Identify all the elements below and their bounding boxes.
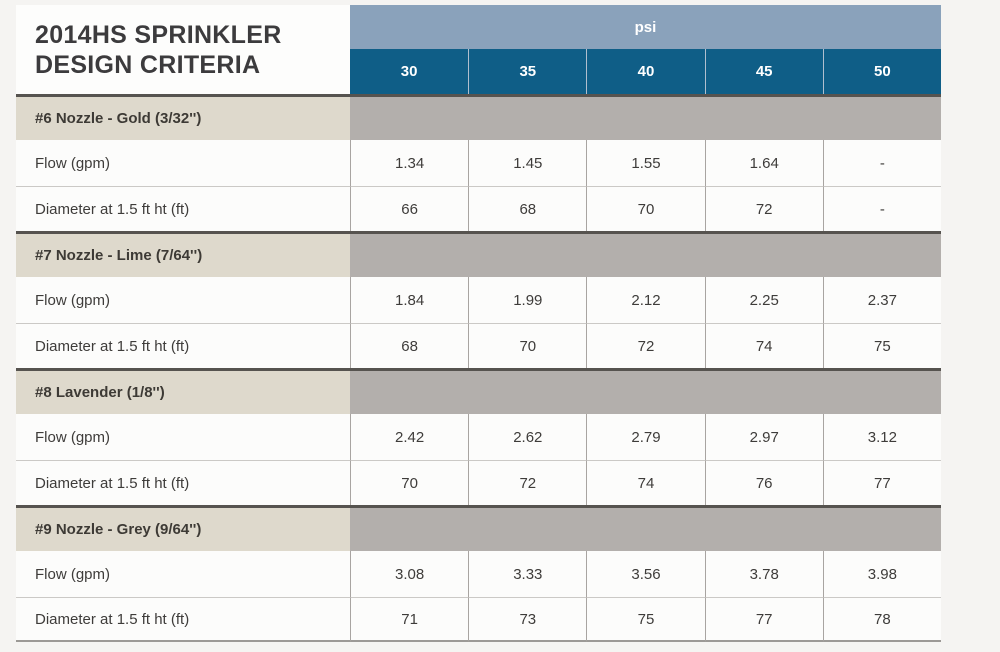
table-cell: 77 [822,460,941,505]
table-cell: 72 [704,186,823,231]
table-cell: 1.99 [468,277,587,323]
table-cell: - [822,140,941,186]
table-cell: 74 [704,323,823,368]
column-header-30: 30 [350,49,469,94]
table-cell: 75 [822,323,941,368]
table-cell: 73 [468,597,587,642]
table-cell: 76 [704,460,823,505]
table-cell: 2.25 [704,277,823,323]
table-cell: 1.84 [350,277,469,323]
table-cell: 1.64 [704,140,823,186]
column-header-35: 35 [468,49,587,94]
row-label-flow: Flow (gpm) [16,414,350,460]
table-cell: 2.97 [704,414,823,460]
section-header-nozzle-7: #7 Nozzle - Lime (7/64'') [16,231,350,277]
column-group-header-psi: psi [350,5,941,49]
column-header-50: 50 [822,49,941,94]
row-label-diameter: Diameter at 1.5 ft ht (ft) [16,323,350,368]
section-header-fill [350,94,941,140]
section-header-fill [350,368,941,414]
table-cell: 3.33 [468,551,587,597]
table-cell: 68 [350,323,469,368]
table-cell: 78 [822,597,941,642]
table-cell: 3.56 [586,551,705,597]
section-header-fill [350,231,941,277]
table-cell: 1.34 [350,140,469,186]
table-cell: 66 [350,186,469,231]
row-label-flow: Flow (gpm) [16,551,350,597]
table-cell: 2.12 [586,277,705,323]
row-label-flow: Flow (gpm) [16,277,350,323]
table-cell: 74 [586,460,705,505]
table-cell: 72 [586,323,705,368]
table-cell: 3.12 [822,414,941,460]
page-title: 2014HS SPRINKLER DESIGN CRITERIA [35,21,282,79]
row-label-diameter: Diameter at 1.5 ft ht (ft) [16,460,350,505]
table-cell: 2.62 [468,414,587,460]
table-cell: 68 [468,186,587,231]
table-cell: - [822,186,941,231]
table-cell: 70 [350,460,469,505]
table-title-block: 2014HS SPRINKLER DESIGN CRITERIA [16,5,350,94]
column-header-45: 45 [704,49,823,94]
table-cell: 2.42 [350,414,469,460]
table-cell: 71 [350,597,469,642]
row-label-diameter: Diameter at 1.5 ft ht (ft) [16,597,350,642]
table-cell: 1.55 [586,140,705,186]
table-cell: 2.37 [822,277,941,323]
table-cell: 72 [468,460,587,505]
table-cell: 77 [704,597,823,642]
row-label-flow: Flow (gpm) [16,140,350,186]
section-header-fill [350,505,941,551]
table-cell: 3.78 [704,551,823,597]
table-cell: 70 [586,186,705,231]
table-cell: 1.45 [468,140,587,186]
table-cell: 75 [586,597,705,642]
sprinkler-design-table: 2014HS SPRINKLER DESIGN CRITERIA psi 30 … [16,5,941,642]
section-header-nozzle-8: #8 Lavender (1/8'') [16,368,350,414]
row-label-diameter: Diameter at 1.5 ft ht (ft) [16,186,350,231]
table-cell: 2.79 [586,414,705,460]
table-cell: 70 [468,323,587,368]
section-header-nozzle-9: #9 Nozzle - Grey (9/64'') [16,505,350,551]
table-cell: 3.98 [822,551,941,597]
section-header-nozzle-6: #6 Nozzle - Gold (3/32'') [16,94,350,140]
table-cell: 3.08 [350,551,469,597]
column-header-40: 40 [586,49,705,94]
